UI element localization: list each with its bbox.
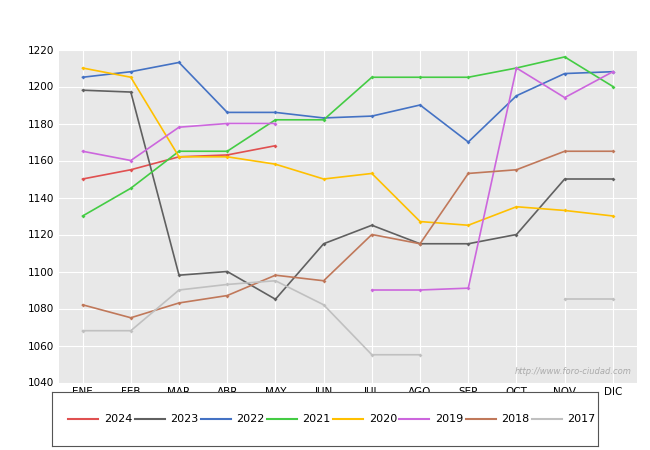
Text: 2024: 2024 <box>104 414 132 423</box>
Text: 2021: 2021 <box>302 414 331 423</box>
Text: http://www.foro-ciudad.com: http://www.foro-ciudad.com <box>514 367 631 376</box>
Text: 2020: 2020 <box>369 414 397 423</box>
Text: 2022: 2022 <box>237 414 265 423</box>
Text: Afiliados en Roda de Ter a 31/5/2024: Afiliados en Roda de Ter a 31/5/2024 <box>173 14 477 32</box>
Text: 2023: 2023 <box>170 414 198 423</box>
Text: 2019: 2019 <box>435 414 463 423</box>
Text: 2018: 2018 <box>501 414 529 423</box>
Text: 2017: 2017 <box>567 414 595 423</box>
